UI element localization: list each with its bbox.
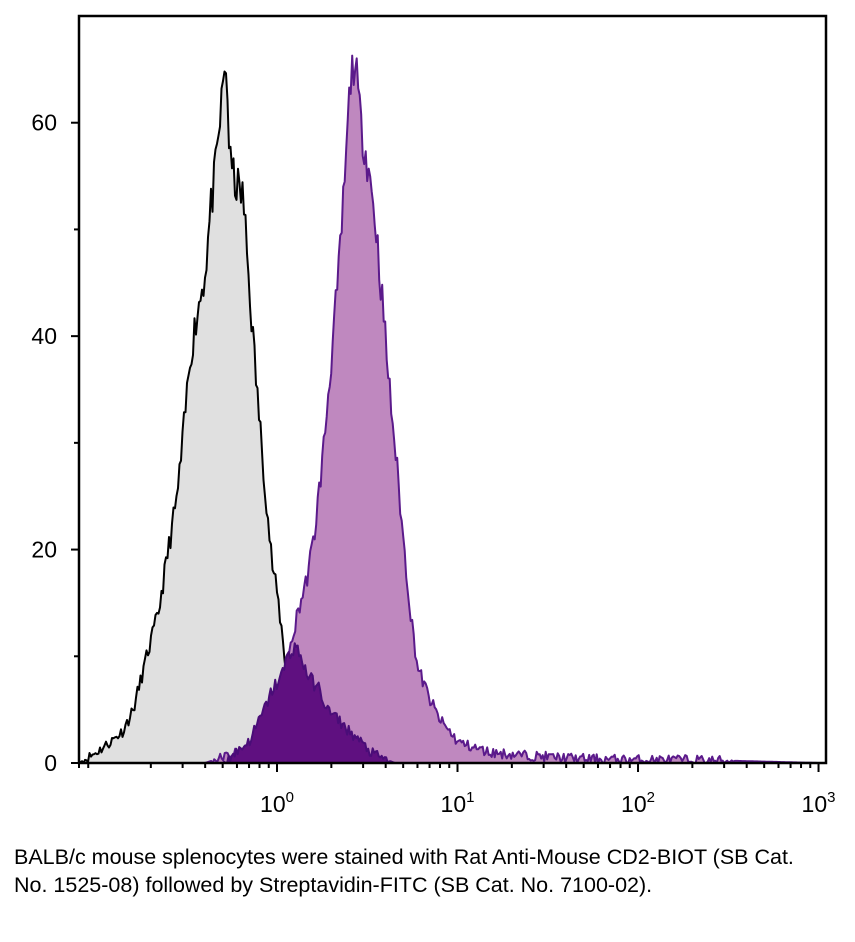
series-layer: [78, 54, 819, 764]
histogram-series-1: [78, 70, 310, 764]
histogram-series-3: [222, 642, 396, 764]
x-tick-label: 102: [621, 789, 655, 817]
y-tick-label: 20: [31, 537, 57, 563]
y-tick-label: 0: [44, 750, 57, 776]
histogram-area-2: [205, 55, 819, 764]
plot-frame: [77, 14, 828, 765]
histogram-chart: 0 20 40 60 100 101 102 103: [31, 14, 836, 817]
y-tick-label: 40: [31, 323, 57, 349]
x-tick-label: 103: [802, 789, 836, 817]
x-tick-label: 101: [441, 789, 475, 817]
histogram-outline-3: [222, 642, 396, 764]
histogram-outline-1: [78, 70, 310, 764]
y-tick-label: 60: [31, 110, 57, 136]
histogram-area-1: [79, 71, 309, 763]
x-tick-label: 100: [260, 789, 294, 817]
axis-layer: 0 20 40 60 100 101 102 103: [31, 14, 836, 817]
figure-caption: BALB/c mouse splenocytes were stained wi…: [14, 845, 794, 897]
